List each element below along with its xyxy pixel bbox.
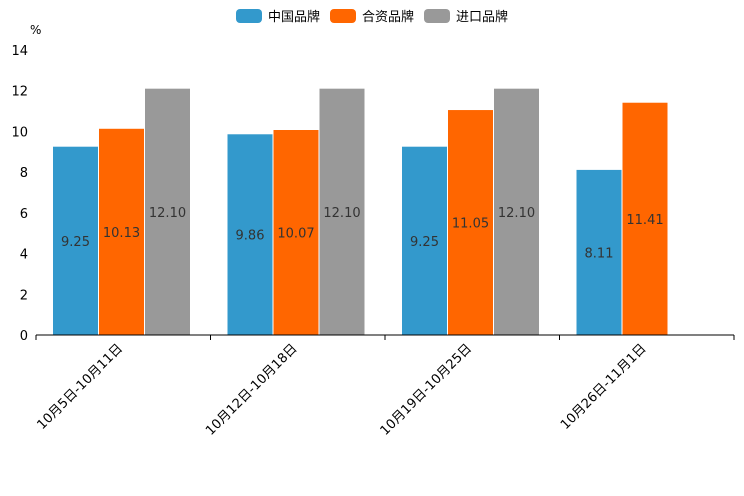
y-tick-label: 6	[20, 207, 28, 222]
bar	[494, 88, 539, 335]
bar-value-label: 11.41	[626, 213, 663, 228]
bar	[99, 128, 144, 335]
y-axis: 0 2 4 6 8 10 12 14	[11, 44, 28, 344]
bar	[402, 146, 447, 335]
bar-value-label: 9.25	[61, 235, 90, 250]
x-tick-label: 10月26日-11月1日	[558, 341, 650, 433]
y-tick-label: 4	[20, 248, 28, 263]
x-tick-label: 10月5日-10月11日	[34, 341, 126, 433]
legend-label: 合资品牌	[362, 9, 414, 25]
x-tick-label: 10月19日-10月25日	[378, 341, 475, 438]
bar	[319, 88, 365, 335]
bar-value-label: 11.05	[452, 217, 489, 232]
y-tick-label: 2	[20, 288, 28, 303]
bar	[448, 110, 493, 335]
bar-value-label: 12.10	[323, 206, 360, 221]
legend-label: 进口品牌	[456, 9, 508, 25]
bar-value-label: 9.25	[410, 235, 439, 250]
bar-value-label: 9.86	[236, 229, 265, 244]
legend-swatch	[236, 9, 262, 23]
bar-value-label: 12.10	[149, 206, 186, 221]
bars: 9.25 10.13 12.10 9.86 10.07 12.10 9.25 11.05 12.…	[53, 88, 668, 335]
bar	[622, 102, 668, 335]
y-axis-unit: %	[30, 23, 41, 37]
legend-swatch	[424, 9, 450, 23]
y-tick-label: 8	[20, 166, 28, 181]
bar	[53, 146, 98, 335]
x-axis: 10月5日-10月11日 10月12日-10月18日 10月19日-10月25日 10…	[34, 334, 735, 439]
y-tick-label: 0	[20, 329, 28, 344]
legend: 中国品牌 合资品牌 进口品牌	[236, 9, 508, 25]
bar	[273, 130, 319, 335]
legend-swatch	[330, 9, 356, 23]
legend-label: 中国品牌	[268, 9, 320, 25]
bar-value-label: 12.10	[498, 206, 535, 221]
bar-value-label: 10.07	[277, 227, 314, 242]
y-tick-label: 14	[11, 44, 28, 59]
bar	[576, 169, 622, 335]
y-tick-label: 12	[11, 85, 28, 100]
x-tick-label: 10月12日-10月18日	[203, 341, 300, 438]
bar	[227, 134, 273, 335]
y-tick-label: 10	[11, 125, 28, 140]
bar-value-label: 8.11	[585, 246, 614, 261]
bar	[145, 88, 190, 335]
bar-value-label: 10.13	[103, 226, 140, 241]
